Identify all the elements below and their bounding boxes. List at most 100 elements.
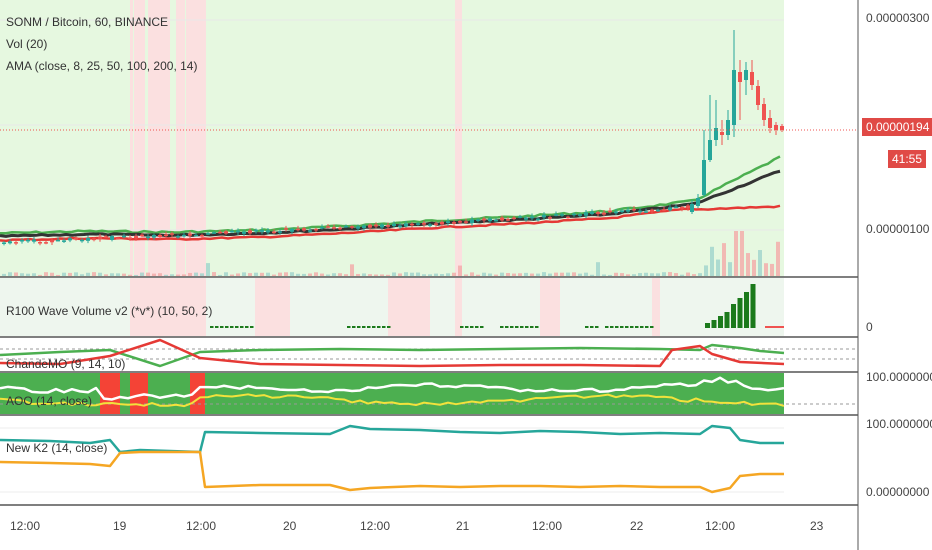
- time-tick: 22: [630, 519, 644, 533]
- candle-body: [308, 230, 312, 232]
- candle-body: [104, 236, 108, 238]
- candle-body: [422, 223, 426, 225]
- candle-body: [200, 235, 204, 237]
- volume-bar: [518, 273, 522, 276]
- volume-bar: [314, 272, 318, 276]
- candle-body: [134, 236, 138, 239]
- volume-bar: [284, 272, 288, 276]
- wave-bar: [645, 326, 649, 328]
- candle-body: [212, 232, 216, 234]
- volume-bar: [728, 262, 732, 276]
- time-tick: 21: [456, 519, 470, 533]
- time-tick: 12:00: [532, 519, 563, 533]
- volume-bar: [230, 274, 234, 276]
- candle-body: [158, 234, 162, 237]
- vol-indicator-label[interactable]: Vol (20): [6, 37, 48, 51]
- volume-bar: [134, 274, 138, 276]
- candle-body: [548, 217, 552, 219]
- volume-bar: [68, 272, 72, 276]
- aoo-label[interactable]: AOO (14, close): [6, 394, 93, 408]
- wave-bar: [230, 326, 234, 328]
- candle-body: [518, 216, 522, 218]
- wave-bar: [357, 326, 361, 328]
- volume-bar: [116, 273, 120, 276]
- wave-bar: [625, 326, 629, 328]
- session-highlight: [134, 0, 145, 277]
- volume-bar: [692, 274, 696, 276]
- volume-bar: [506, 273, 510, 276]
- wave-bar: [635, 326, 639, 328]
- volume-bar: [746, 253, 750, 276]
- candle-body: [732, 70, 736, 125]
- volume-bar: [464, 274, 468, 276]
- wave-session-highlight: [130, 278, 206, 336]
- candle-body: [714, 128, 718, 140]
- wave-bar: [352, 326, 356, 328]
- candle-body: [566, 216, 570, 219]
- volume-bar: [452, 272, 456, 276]
- k2-100-tick: 100.00000000: [866, 417, 932, 431]
- candle-body: [296, 228, 300, 231]
- volume-bar: [80, 274, 84, 276]
- candle-body: [80, 239, 84, 242]
- volume-bar: [200, 273, 204, 276]
- candle-body: [482, 218, 486, 221]
- time-tick: 20: [283, 519, 297, 533]
- wave-bar: [530, 326, 534, 328]
- chande-line-red: [0, 338, 785, 368]
- volume-bar: [152, 273, 156, 276]
- candle-body: [446, 221, 450, 223]
- candle-body: [98, 236, 102, 240]
- candle-body: [440, 221, 444, 225]
- wave-bar: [362, 326, 366, 328]
- candle-body: [176, 236, 180, 238]
- candle-body: [50, 240, 54, 243]
- volume-bar: [548, 273, 552, 276]
- volume-bar: [86, 272, 90, 276]
- candle-body: [608, 210, 612, 213]
- wave-bar: [500, 326, 504, 328]
- candle-body: [560, 214, 564, 216]
- volume-bar: [470, 272, 474, 276]
- candle-body: [74, 237, 78, 240]
- candle-body: [302, 228, 306, 231]
- volume-bar: [338, 273, 342, 276]
- candle-body: [500, 217, 504, 221]
- candle-body: [122, 235, 126, 238]
- candle-body: [44, 242, 48, 244]
- candle-body: [128, 237, 132, 239]
- volume-bar: [44, 272, 48, 276]
- ama-indicator-label[interactable]: AMA (close, 8, 25, 50, 100, 200, 14): [6, 59, 198, 73]
- volume-bar: [620, 273, 624, 276]
- time-tick: 19: [113, 519, 127, 533]
- candle-body: [696, 198, 700, 206]
- candle-body: [278, 231, 282, 233]
- aoo-line-yellow: [0, 393, 785, 408]
- volume-bar: [158, 273, 162, 276]
- k2-label[interactable]: New K2 (14, close): [6, 441, 108, 455]
- wave-bar: [372, 326, 376, 328]
- volume-bar: [668, 272, 672, 276]
- volume-bar: [698, 273, 702, 276]
- candle-body: [726, 120, 730, 135]
- volume-bar: [554, 272, 558, 276]
- volume-bar: [734, 231, 738, 276]
- volume-bar: [26, 273, 30, 276]
- candle-body: [344, 225, 348, 228]
- candle-body: [584, 212, 588, 216]
- candle-body: [434, 223, 438, 225]
- wave-volume-label[interactable]: R100 Wave Volume v2 (*v*) (10, 50, 2): [6, 304, 213, 318]
- volume-bar: [410, 272, 414, 276]
- volume-bar: [212, 272, 216, 276]
- chande-label[interactable]: ChandeMO (9, 14, 10): [6, 357, 126, 371]
- candle-body: [230, 230, 234, 233]
- volume-bar: [140, 272, 144, 276]
- candle-body: [632, 208, 636, 211]
- candle-body: [350, 226, 354, 228]
- volume-bar: [62, 272, 66, 276]
- volume-bar: [326, 274, 330, 276]
- k2-0-tick: 0.00000000: [866, 485, 930, 499]
- candle-body: [248, 230, 252, 234]
- candle-body: [572, 213, 576, 216]
